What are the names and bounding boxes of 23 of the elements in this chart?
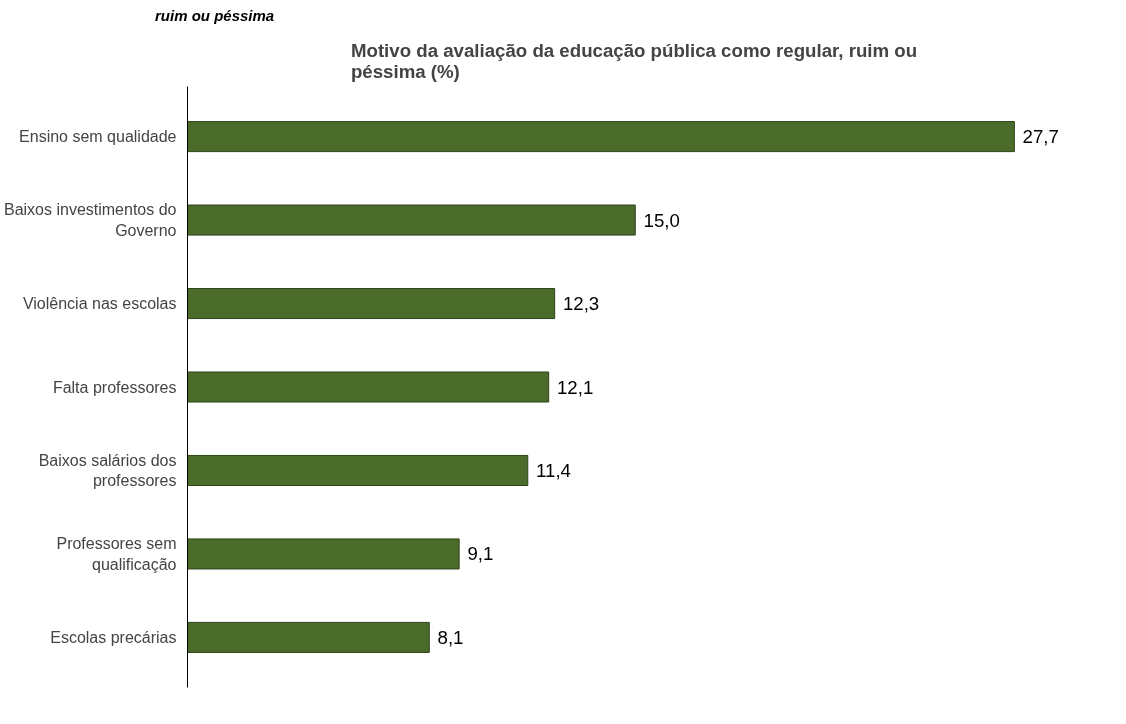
y-tick-label: Professores sem qualificação xyxy=(56,535,177,573)
data-label: 8,1 xyxy=(437,626,464,648)
bar xyxy=(187,371,550,403)
data-label: 27,7 xyxy=(1022,126,1059,148)
y-tick-label: Violência nas escolas xyxy=(22,295,177,313)
y-tick-label: Falta professores xyxy=(52,378,177,396)
data-label: 12,3 xyxy=(562,293,600,315)
y-tick-label: Baixos investimentos do Governo xyxy=(3,201,177,239)
data-label: 11,4 xyxy=(536,459,571,481)
data-label: 12,1 xyxy=(556,376,594,398)
data-label: 15,0 xyxy=(643,209,680,231)
bar xyxy=(187,288,556,320)
bar xyxy=(187,621,430,653)
y-tick-label: Escolas precárias xyxy=(50,628,177,646)
y-tick-label: Ensino sem qualidade xyxy=(19,128,177,146)
data-label: 9,1 xyxy=(467,543,494,565)
bar xyxy=(187,204,636,236)
text: ruim ou péssima xyxy=(155,6,275,26)
y-tick-label: Baixos salários dos professores xyxy=(38,451,177,490)
bar xyxy=(187,538,460,570)
bar xyxy=(187,454,529,486)
chart-title: Motivo da avaliação da educação pública como regular, ruim ou péssima (%) xyxy=(350,39,918,82)
bar xyxy=(187,121,1015,153)
